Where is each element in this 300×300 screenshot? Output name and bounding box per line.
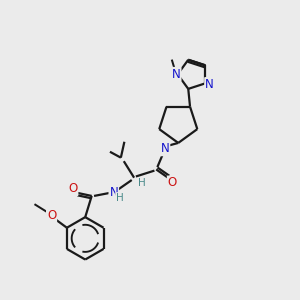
Text: O: O	[47, 209, 56, 222]
Text: H: H	[116, 193, 124, 203]
Text: H: H	[139, 178, 146, 188]
Text: N: N	[110, 186, 118, 199]
Text: O: O	[68, 182, 77, 195]
Text: O: O	[168, 176, 177, 190]
Text: N: N	[205, 78, 214, 91]
Text: N: N	[160, 142, 169, 155]
Text: N: N	[172, 68, 181, 81]
